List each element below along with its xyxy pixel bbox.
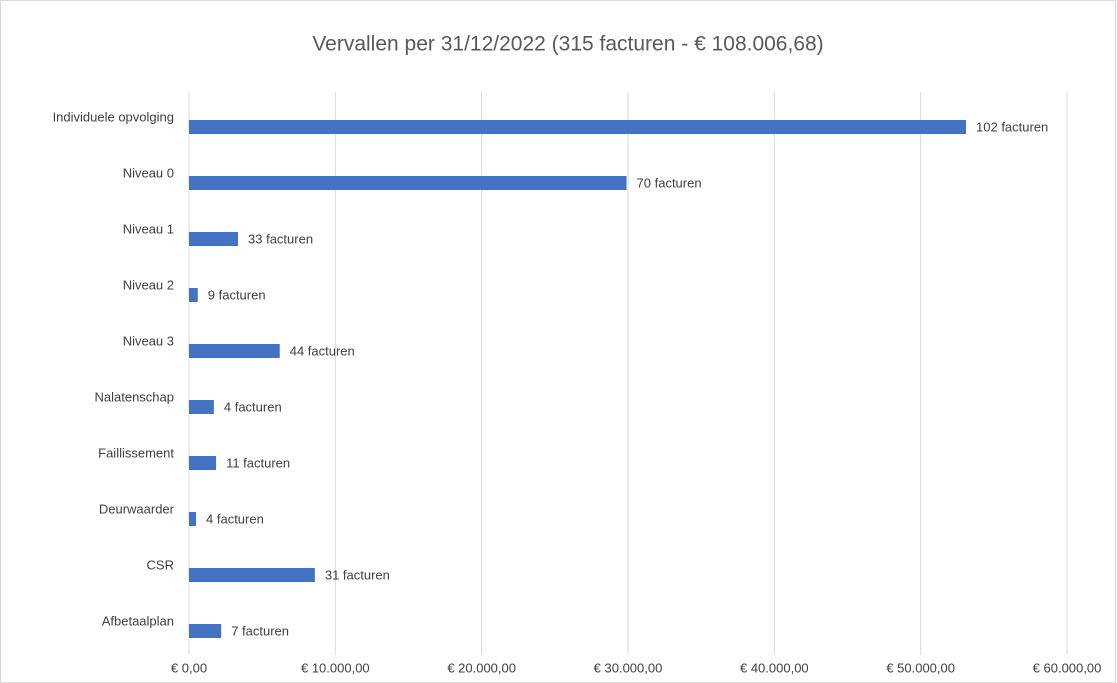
- data-label: 9 facturen: [208, 287, 266, 302]
- bar: [189, 624, 222, 638]
- bar: [189, 120, 967, 134]
- x-tick-label: € 0,00: [171, 660, 207, 675]
- x-tick-label: € 50.000,00: [886, 660, 955, 675]
- y-tick-label: Faillissement: [98, 445, 174, 460]
- chart-title: Vervallen per 31/12/2022 (315 facturen -…: [312, 33, 823, 56]
- y-tick-label: Deurwaarder: [99, 501, 175, 516]
- bar: [189, 512, 197, 526]
- x-tick-label: € 10.000,00: [301, 660, 370, 675]
- y-tick-label: Niveau 0: [123, 165, 174, 180]
- y-tick-label: CSR: [147, 557, 174, 572]
- data-label: 33 facturen: [248, 231, 313, 246]
- x-tick-label: € 20.000,00: [447, 660, 516, 675]
- y-tick-label: Niveau 1: [123, 221, 174, 236]
- bar: [189, 568, 315, 582]
- y-tick-label: Niveau 2: [123, 277, 174, 292]
- x-tick-label: € 40.000,00: [740, 660, 809, 675]
- data-label: 4 facturen: [224, 399, 282, 414]
- bar: [189, 400, 214, 414]
- data-label: 102 facturen: [976, 119, 1048, 134]
- data-label: 11 facturen: [226, 455, 290, 470]
- bar: [189, 288, 198, 302]
- y-tick-label: Niveau 3: [123, 333, 174, 348]
- data-label: 31 facturen: [325, 567, 390, 582]
- bar: [189, 344, 280, 358]
- data-label: 7 facturen: [231, 623, 289, 638]
- data-label: 70 facturen: [637, 175, 702, 190]
- y-tick-label: Afbetaalplan: [102, 613, 174, 628]
- x-tick-label: € 60.000,00: [1033, 660, 1102, 675]
- bar: [189, 232, 239, 246]
- data-label: 4 facturen: [206, 511, 264, 526]
- x-tick-label: € 30.000,00: [594, 660, 663, 675]
- bar: [189, 456, 217, 470]
- y-tick-label: Individuele opvolging: [53, 109, 174, 124]
- bar: [189, 176, 627, 190]
- y-tick-label: Nalatenschap: [95, 389, 175, 404]
- data-label: 44 facturen: [290, 343, 355, 358]
